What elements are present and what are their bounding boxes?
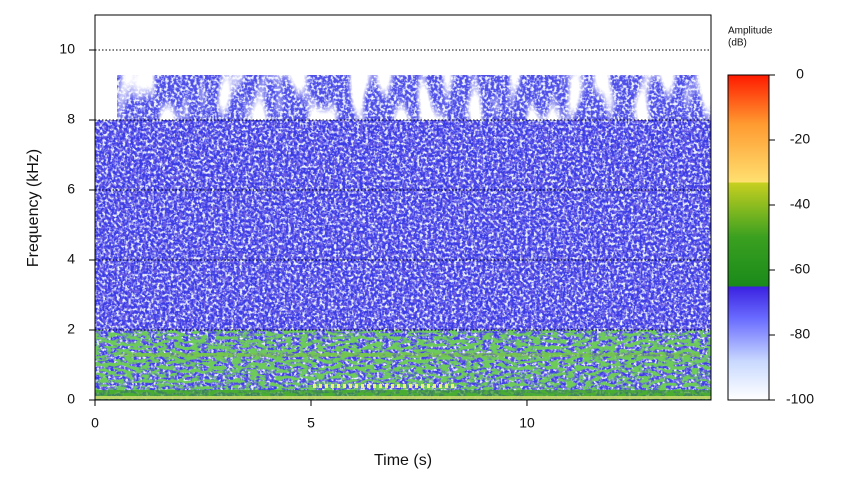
y-tick-label: 4 <box>67 251 75 267</box>
x-axis-title: Time (s) <box>374 452 432 469</box>
spectrogram-image <box>95 60 711 400</box>
y-tick-label: 10 <box>59 41 75 57</box>
colorbar-tick-label: -60 <box>790 261 810 277</box>
y-tick-label: 0 <box>67 391 75 407</box>
y-tick-label: 6 <box>67 181 75 197</box>
colorbar-title: (dB) <box>728 38 747 49</box>
x-tick-label: 10 <box>519 415 535 431</box>
y-tick-label: 2 <box>67 321 75 337</box>
plot-frame <box>94 14 712 401</box>
colorbar-tick-label: -80 <box>790 326 810 342</box>
colorbar-title: Amplitude <box>728 26 773 37</box>
y-tick-label: 8 <box>67 111 75 127</box>
x-tick-label: 0 <box>91 415 99 431</box>
y-axis-title: Frequency (kHz) <box>25 149 42 267</box>
colorbar <box>727 74 770 401</box>
colorbar-tick-label: -100 <box>786 391 814 407</box>
colorbar-tick-label: -40 <box>790 196 810 212</box>
colorbar-tick-label: -20 <box>790 131 810 147</box>
colorbar-tick-label: 0 <box>796 66 804 82</box>
x-tick-label: 5 <box>307 415 315 431</box>
